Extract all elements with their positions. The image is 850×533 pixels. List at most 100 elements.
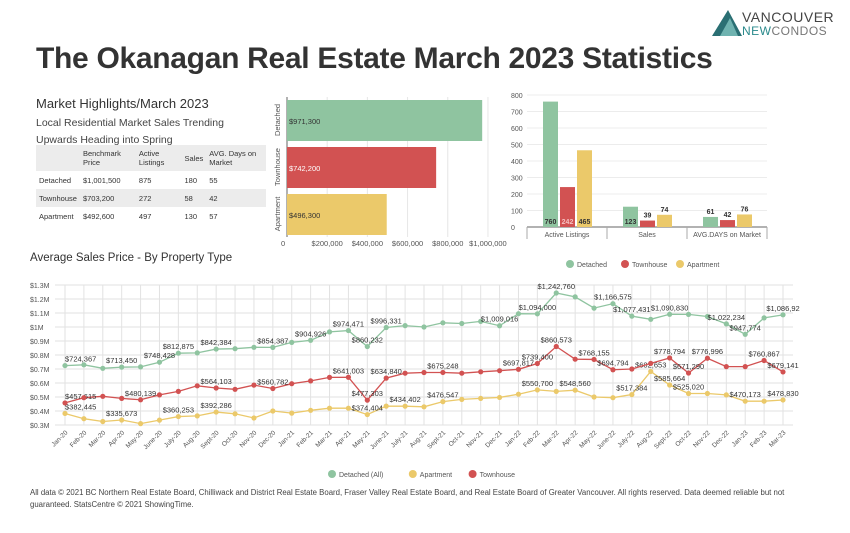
data-label: $854,387 bbox=[257, 336, 288, 345]
data-point bbox=[421, 404, 427, 410]
data-label: $860,573 bbox=[541, 336, 572, 345]
data-label: $724,367 bbox=[65, 355, 96, 364]
table-cell: 875 bbox=[138, 175, 152, 185]
x-tick-label: Jan-20 bbox=[50, 429, 69, 448]
x-tick-label: Jan-23 bbox=[731, 429, 750, 448]
category-label: Active Listings bbox=[545, 232, 590, 239]
data-point bbox=[81, 395, 87, 401]
bar-value-label: 39 bbox=[644, 213, 652, 220]
x-tick-label: Apr-22 bbox=[561, 429, 580, 448]
data-label: $392,286 bbox=[201, 401, 232, 410]
legend-label: Apartment bbox=[687, 262, 719, 269]
category-label: Detached bbox=[273, 104, 282, 136]
data-label: $860,232 bbox=[352, 336, 383, 345]
table-cell: Apartment bbox=[39, 211, 74, 221]
highlights-subheading: Local Residential Market Sales Trending … bbox=[36, 117, 224, 146]
data-point bbox=[156, 417, 163, 423]
data-point bbox=[534, 311, 540, 317]
bar-townhouse bbox=[640, 220, 655, 227]
bar-apartment bbox=[737, 214, 752, 227]
data-point bbox=[704, 313, 711, 320]
table-cell: 42 bbox=[206, 189, 266, 207]
x-tick-label: Nov-20 bbox=[239, 429, 259, 449]
data-label: $382,445 bbox=[65, 402, 96, 411]
data-point bbox=[704, 390, 711, 397]
logo-new: NEW bbox=[742, 24, 772, 38]
data-point bbox=[402, 370, 408, 376]
data-point bbox=[648, 316, 654, 322]
data-label: $1,086,92 bbox=[766, 304, 799, 313]
data-point bbox=[156, 359, 163, 365]
data-label: $713,450 bbox=[106, 356, 137, 365]
legend-label: Detached (All) bbox=[339, 472, 383, 479]
data-point bbox=[232, 411, 238, 417]
bar-value-label: $742,200 bbox=[289, 164, 320, 173]
data-label: $1,009,016 bbox=[481, 315, 519, 324]
data-point bbox=[478, 369, 484, 375]
data-point bbox=[591, 394, 597, 400]
data-label: $470,173 bbox=[730, 390, 761, 399]
data-point bbox=[137, 364, 144, 370]
table-cell: 57 bbox=[209, 211, 218, 221]
category-label: AVG.DAYS on Market bbox=[693, 232, 761, 239]
x-tick-label: Feb-23 bbox=[749, 429, 769, 449]
y-tick-label: $1.3M bbox=[30, 283, 50, 290]
data-point bbox=[345, 374, 352, 380]
bar-apartment bbox=[287, 194, 387, 235]
data-label: $842,384 bbox=[201, 338, 232, 347]
data-point bbox=[515, 311, 522, 317]
table-cell: 58 bbox=[181, 189, 207, 207]
data-label: $457,615 bbox=[65, 392, 96, 401]
bar-townhouse bbox=[560, 187, 575, 227]
y-tick-label: 800 bbox=[511, 93, 523, 100]
data-label: $360,253 bbox=[163, 406, 194, 415]
table-cell: $492,600 bbox=[82, 211, 115, 221]
data-point bbox=[100, 393, 106, 399]
data-point bbox=[156, 392, 163, 398]
data-point bbox=[610, 395, 616, 401]
data-label: $1,077,431 bbox=[613, 305, 651, 314]
x-tick-label: $1,000,000 bbox=[469, 239, 507, 248]
data-label: $335,673 bbox=[106, 409, 137, 418]
data-point bbox=[251, 415, 257, 421]
bar-value-label: 465 bbox=[579, 219, 591, 226]
mountain-logo-icon bbox=[712, 10, 742, 36]
data-label: $996,331 bbox=[371, 317, 402, 326]
data-label: $564,103 bbox=[201, 377, 232, 386]
data-label: $671,290 bbox=[673, 362, 704, 371]
y-tick-label: 300 bbox=[511, 176, 523, 183]
x-tick-label: $600,000 bbox=[392, 239, 423, 248]
x-tick-label: Jan-21 bbox=[277, 429, 296, 448]
category-label: Sales bbox=[638, 232, 656, 239]
table-cell: 55 bbox=[209, 175, 218, 185]
data-point bbox=[81, 416, 87, 422]
bar-townhouse bbox=[720, 220, 735, 227]
legend-label: Detached bbox=[577, 262, 607, 269]
data-point bbox=[194, 383, 200, 389]
x-tick-label: Dec-21 bbox=[484, 429, 504, 449]
data-point bbox=[761, 357, 767, 364]
data-label: $697,817 bbox=[503, 358, 534, 367]
data-point bbox=[496, 368, 503, 374]
data-point bbox=[402, 403, 408, 409]
data-point bbox=[232, 346, 238, 352]
data-point bbox=[345, 327, 352, 334]
data-point bbox=[723, 364, 729, 370]
x-tick-label: Dec-20 bbox=[257, 429, 277, 449]
average-price-line-chart: $0.3M $0.4M $0.5M $0.6M $0.7M $0.8M $0.9M $1M $1… bbox=[30, 282, 800, 479]
x-tick-label: July-22 bbox=[616, 429, 636, 449]
data-point bbox=[175, 350, 181, 356]
data-label: $480,139 bbox=[125, 389, 156, 398]
x-tick-label: Feb-21 bbox=[296, 429, 316, 449]
table-cell: 180 bbox=[184, 175, 197, 185]
bar-detached bbox=[703, 216, 718, 227]
y-tick-label: $0.7M bbox=[30, 367, 50, 374]
data-point bbox=[591, 356, 597, 363]
x-tick-label: Apr-21 bbox=[334, 429, 353, 448]
data-label: $476,547 bbox=[427, 391, 458, 400]
data-point bbox=[761, 315, 767, 321]
data-label: $812,875 bbox=[163, 342, 194, 351]
data-point bbox=[496, 323, 503, 329]
category-label: Townhouse bbox=[273, 148, 282, 186]
